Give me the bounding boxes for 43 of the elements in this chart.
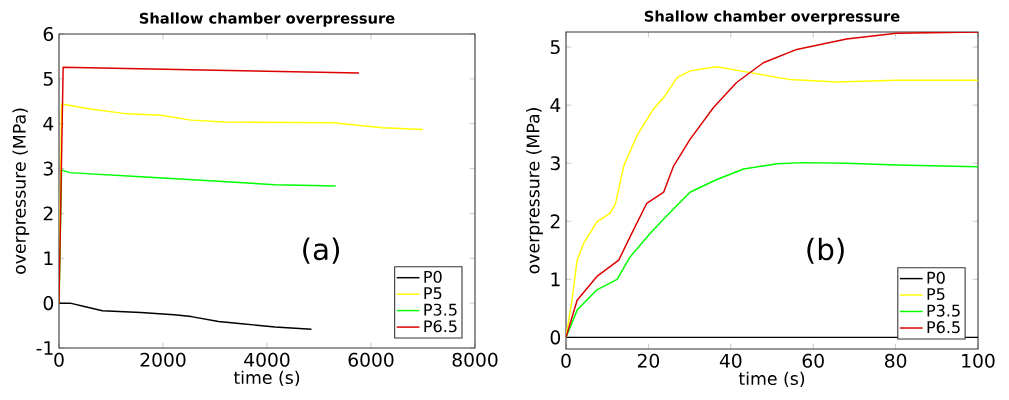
chart-title: Shallow chamber overpressure xyxy=(644,10,900,25)
x-tick-label: 20 xyxy=(637,353,660,368)
y-tick-label: 0 xyxy=(43,296,54,311)
legend-label: P3.5 xyxy=(424,303,457,316)
y-tick-label: 2 xyxy=(550,214,560,229)
x-tick-label: 2000 xyxy=(140,352,186,367)
y-tick-label: 1 xyxy=(44,251,53,266)
x-tick-label: 6000 xyxy=(348,352,394,367)
x-tick-label: 60 xyxy=(802,353,824,368)
legend-label: P0 xyxy=(424,270,442,283)
y-tick-label: 0 xyxy=(550,330,561,345)
chart-title: Shallow chamber overpressure xyxy=(139,12,395,27)
line-series xyxy=(59,302,313,330)
y-tick-label: 4 xyxy=(43,116,54,131)
y-tick-label: 5 xyxy=(43,71,53,86)
y-tick-label: 3 xyxy=(550,156,560,171)
y-axis-title: overpressure (MPa) xyxy=(526,108,543,274)
line-series xyxy=(566,161,979,339)
annotation: (a) xyxy=(303,237,340,264)
y-axis-title: overpressure (MPa) xyxy=(12,108,30,274)
x-tick-label: 80 xyxy=(885,353,907,368)
x-tick-label: 0 xyxy=(54,352,64,367)
legend-label: P5 xyxy=(424,287,442,300)
x-axis-title: time (s) xyxy=(738,371,805,388)
legend-label: P6.5 xyxy=(927,321,960,334)
x-tick-label: 100 xyxy=(962,353,995,368)
x-axis-title: time (s) xyxy=(233,370,300,387)
legend-label: P0 xyxy=(927,271,945,284)
y-tick-label: 6 xyxy=(43,26,54,42)
y-tick-label: 5 xyxy=(550,40,560,55)
y-tick-label: 2 xyxy=(43,206,53,221)
y-tick-label: 1 xyxy=(551,272,560,287)
legend-label: P6.5 xyxy=(424,320,457,333)
y-tick-label: 4 xyxy=(550,98,561,112)
legend-label: P3.5 xyxy=(927,304,960,317)
x-tick-label: 0 xyxy=(561,353,571,368)
x-tick-label: 4000 xyxy=(244,352,290,367)
x-tick-label: 8000 xyxy=(452,352,498,367)
y-tick-label: -1 xyxy=(36,341,53,355)
annotation: (b) xyxy=(807,237,844,264)
legend-label: P5 xyxy=(927,288,945,301)
x-tick-label: 40 xyxy=(719,353,742,368)
y-tick-label: 3 xyxy=(43,161,53,176)
